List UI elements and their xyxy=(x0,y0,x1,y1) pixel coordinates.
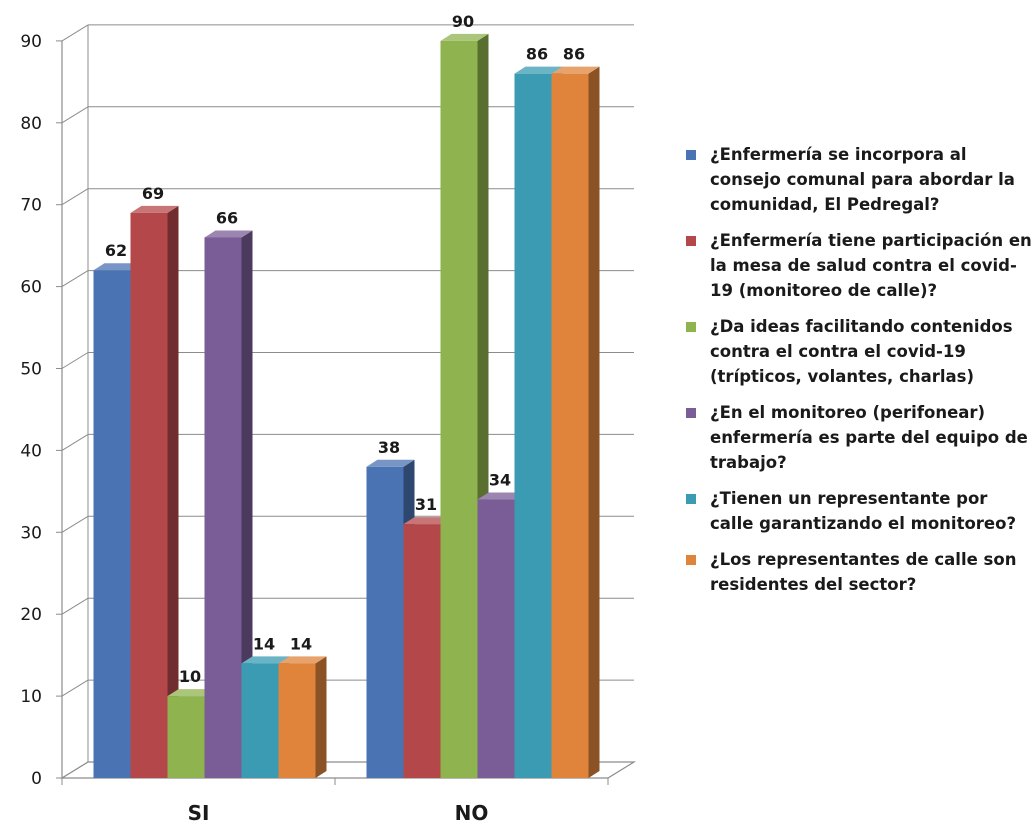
bar-side xyxy=(167,205,179,778)
legend: ¿Enfermería se incorpora al consejo comu… xyxy=(686,142,1034,608)
legend-swatch xyxy=(686,236,696,246)
y-tick-label: 80 xyxy=(20,114,42,134)
legend-swatch xyxy=(686,150,696,160)
bar-front xyxy=(93,270,131,778)
legend-label: ¿Tienen un representante por calle garan… xyxy=(710,489,1017,533)
bar-chart: 0 10 20 30 40 50 60 70 80 90 62 69 10 66 14 14 38 31 90 34… xyxy=(20,12,637,825)
bar xyxy=(551,66,600,778)
legend-item: ¿Enfermería tiene participación en la me… xyxy=(686,228,1034,303)
y-tick-label: 50 xyxy=(20,360,42,380)
category-label: SI xyxy=(188,801,210,825)
gridline-side xyxy=(61,515,89,533)
bar-top xyxy=(278,656,327,664)
y-tick-label: 20 xyxy=(20,605,42,625)
bar-front xyxy=(440,40,478,778)
y-axis-ticks: 0 10 20 30 40 50 60 70 80 90 xyxy=(20,32,62,789)
y-tick-label: 60 xyxy=(20,278,42,298)
legend-swatch xyxy=(686,408,696,418)
data-label: 31 xyxy=(415,495,437,514)
y-tick-label: 40 xyxy=(20,441,42,461)
data-label: 86 xyxy=(563,45,585,64)
legend-item: ¿Da ideas facilitando contenidos contra … xyxy=(686,314,1034,389)
bar xyxy=(204,230,253,778)
bars xyxy=(93,33,600,779)
bar-top xyxy=(403,517,452,525)
legend-label: ¿Enfermería tiene participación en la me… xyxy=(710,231,1032,300)
axes xyxy=(59,24,637,785)
data-label: 69 xyxy=(142,184,164,203)
gridline-side xyxy=(61,679,89,697)
legend-swatch xyxy=(686,322,696,332)
legend-label: ¿En el monitoreo (perifonear) enfermería… xyxy=(710,403,1028,472)
data-label: 86 xyxy=(526,45,548,64)
data-label: 38 xyxy=(378,438,400,457)
bar-top xyxy=(366,459,415,467)
gridline-side xyxy=(61,597,89,615)
legend-swatch xyxy=(686,555,696,565)
category-labels: SI NO xyxy=(188,801,489,825)
bar-front xyxy=(403,524,441,778)
data-label: 10 xyxy=(179,667,201,686)
bar-top xyxy=(167,689,216,697)
y-tick-label: 0 xyxy=(31,769,42,789)
bar xyxy=(440,33,489,778)
bar-front xyxy=(278,663,316,778)
bar-top xyxy=(204,230,253,238)
gridline-side xyxy=(61,106,89,124)
data-label: 34 xyxy=(489,471,511,490)
bar-front xyxy=(366,466,404,778)
bar-front xyxy=(514,73,552,778)
gridline-side xyxy=(61,188,89,206)
data-labels: 62 69 10 66 14 14 38 31 90 34 86 86 xyxy=(105,12,585,686)
gridline-side xyxy=(61,352,89,369)
bar-front xyxy=(551,73,589,778)
bar-top xyxy=(241,656,290,664)
bar-top xyxy=(93,263,142,271)
bar-top xyxy=(477,492,526,500)
bar-top xyxy=(440,33,489,41)
bar-front xyxy=(167,696,205,778)
gridline-side xyxy=(61,24,89,42)
legend-label: ¿Los representantes de calle son residen… xyxy=(710,550,1017,594)
bar-front xyxy=(130,212,168,778)
bar-side xyxy=(241,230,253,778)
data-label: 66 xyxy=(216,208,238,227)
bar-side xyxy=(315,656,327,778)
y-tick-label: 70 xyxy=(20,196,42,216)
legend-label: ¿Enfermería se incorpora al consejo comu… xyxy=(710,145,1015,214)
bar-front xyxy=(241,663,279,778)
legend-item: ¿Enfermería se incorpora al consejo comu… xyxy=(686,142,1034,217)
data-label: 90 xyxy=(452,12,474,31)
category-label: NO xyxy=(455,801,489,825)
legend-item: ¿En el monitoreo (perifonear) enfermería… xyxy=(686,400,1034,475)
y-tick-label: 10 xyxy=(20,687,42,707)
legend-label: ¿Da ideas facilitando contenidos contra … xyxy=(710,317,1013,386)
bar-top xyxy=(514,66,563,74)
legend-item: ¿Tienen un representante por calle garan… xyxy=(686,486,1034,536)
y-tick-label: 30 xyxy=(20,523,42,543)
bar xyxy=(130,205,179,778)
y-tick-label: 90 xyxy=(20,32,42,52)
data-label: 14 xyxy=(290,634,312,653)
bar-top xyxy=(130,205,179,213)
legend-swatch xyxy=(686,494,696,504)
bar-side xyxy=(588,66,600,778)
bar xyxy=(278,656,327,778)
data-label: 14 xyxy=(253,634,275,653)
bar-front xyxy=(204,237,242,778)
data-label: 62 xyxy=(105,241,127,260)
legend-item: ¿Los representantes de calle son residen… xyxy=(686,547,1034,597)
gridline-side xyxy=(61,433,89,451)
gridline-side xyxy=(61,270,89,288)
bar-top xyxy=(551,66,600,74)
bar-front xyxy=(477,499,515,778)
